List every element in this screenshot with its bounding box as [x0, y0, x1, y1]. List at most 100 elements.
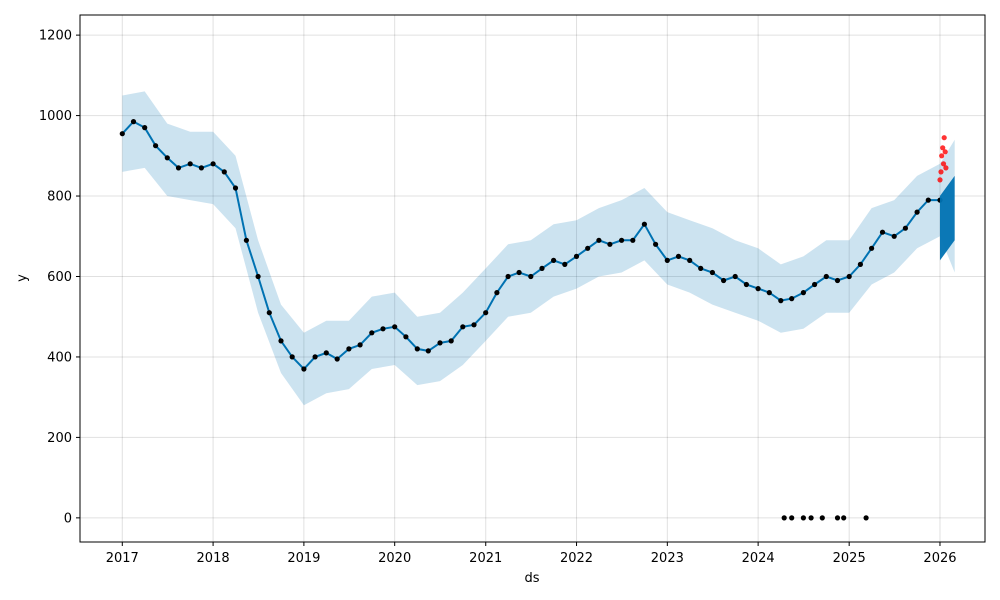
recent-point	[943, 165, 949, 171]
observed-outlier	[863, 515, 869, 521]
observed-outlier	[819, 515, 825, 521]
observed-point	[266, 310, 272, 316]
observed-outlier	[808, 515, 814, 521]
y-tick-label: 400	[47, 350, 72, 365]
observed-point	[346, 346, 352, 352]
recent-point	[937, 177, 943, 183]
observed-point	[573, 253, 580, 259]
y-axis: 0 200 400 600 800 1000 1200	[39, 29, 80, 526]
observed-point	[232, 185, 239, 191]
observed-point	[437, 340, 443, 346]
observed-outlier	[800, 515, 807, 521]
observed-point	[289, 354, 295, 360]
observed-point	[528, 273, 534, 280]
observed-point	[743, 281, 750, 288]
observed-point	[925, 197, 931, 203]
observed-point	[766, 290, 772, 296]
observed-point	[334, 356, 340, 362]
observed-point	[732, 273, 738, 280]
observed-point	[800, 290, 807, 296]
observed-outlier	[841, 515, 847, 521]
observed-point	[630, 237, 636, 243]
observed-point	[164, 155, 170, 161]
observed-point	[403, 334, 409, 340]
recent-points	[937, 135, 949, 183]
observed-points	[119, 119, 943, 521]
observed-point	[425, 348, 431, 354]
observed-point	[357, 342, 363, 348]
observed-point	[857, 261, 864, 267]
observed-point	[641, 221, 648, 227]
band-area	[122, 91, 955, 406]
observed-point	[142, 125, 148, 131]
y-tick-label: 1000	[39, 109, 72, 124]
observed-point	[596, 237, 602, 243]
observed-point	[471, 322, 477, 328]
observed-point	[823, 273, 829, 280]
observed-point	[448, 338, 454, 344]
observed-point	[789, 296, 795, 302]
observed-point	[562, 261, 568, 267]
observed-point	[130, 119, 137, 125]
observed-point	[698, 265, 704, 271]
observed-point	[255, 273, 261, 280]
observed-point	[607, 241, 613, 247]
recent-point	[942, 149, 948, 155]
x-axis-label: ds	[524, 571, 539, 586]
observed-point	[812, 281, 818, 288]
grid	[80, 15, 985, 542]
observed-point	[664, 257, 670, 263]
observed-point	[551, 257, 557, 263]
recent-point	[940, 161, 947, 167]
recent-point	[939, 153, 945, 159]
y-tick-label: 800	[47, 190, 72, 205]
observed-point	[460, 324, 466, 330]
observed-point	[505, 273, 511, 280]
observed-point	[914, 209, 920, 215]
future-forecast	[939, 175, 955, 261]
observed-point	[516, 269, 522, 276]
observed-point	[380, 326, 386, 332]
x-tick-label: 2025	[833, 551, 866, 566]
observed-point	[778, 298, 784, 304]
y-tick-label: 200	[47, 431, 72, 446]
observed-point	[619, 237, 625, 243]
observed-point	[675, 253, 682, 259]
observed-point	[175, 165, 182, 171]
plot-frame	[79, 14, 986, 543]
y-tick-label: 600	[47, 270, 72, 285]
x-tick-label: 2024	[742, 551, 775, 566]
x-tick-label: 2019	[287, 551, 320, 566]
observed-point	[198, 165, 204, 171]
y-tick-label: 1200	[39, 29, 72, 44]
observed-point	[539, 265, 545, 271]
observed-point	[153, 143, 159, 149]
observed-outlier	[781, 515, 787, 521]
y-axis-label: y	[15, 274, 30, 282]
observed-point	[243, 237, 249, 243]
observed-point	[869, 245, 875, 251]
observed-point	[323, 350, 329, 356]
observed-point	[653, 241, 659, 247]
observed-point	[755, 286, 761, 292]
future-forecast-block	[939, 175, 955, 261]
observed-outlier	[834, 515, 841, 521]
recent-point	[940, 145, 946, 151]
x-tick-label: 2023	[651, 551, 684, 566]
x-tick-label: 2017	[106, 551, 139, 566]
x-tick-label: 2018	[197, 551, 230, 566]
observed-outlier	[789, 515, 795, 521]
y-tick-label: 0	[64, 511, 72, 526]
observed-point	[721, 277, 727, 284]
observed-point	[369, 330, 375, 336]
observed-point	[414, 346, 420, 352]
observed-point	[494, 290, 500, 296]
observed-point	[119, 131, 125, 137]
observed-point	[187, 161, 193, 167]
x-tick-label: 2021	[469, 551, 502, 566]
recent-point	[938, 169, 944, 175]
x-tick-label: 2022	[560, 551, 593, 566]
x-tick-label: 2020	[378, 551, 411, 566]
observed-point	[585, 245, 591, 251]
observed-point	[709, 269, 716, 276]
